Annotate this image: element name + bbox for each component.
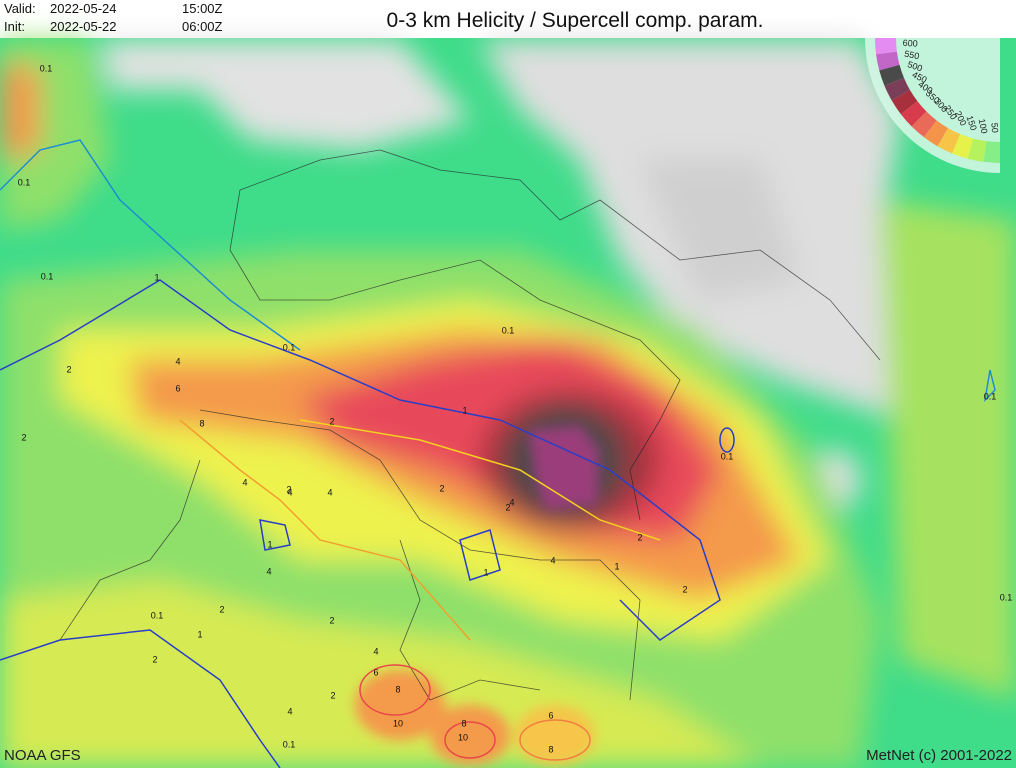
contour-label: 0.1 [40, 63, 53, 73]
contour-label: 6 [175, 383, 180, 393]
field-layer [0, 38, 1016, 768]
contours [0, 139, 996, 768]
contour-label: 0.1 [151, 610, 164, 620]
contour-label: 2 [219, 604, 224, 614]
contour-label: 8 [461, 718, 466, 728]
contour-label: 2 [505, 502, 510, 512]
legend-swatch [900, 101, 927, 127]
contour-label: 0.1 [283, 342, 296, 352]
contour-label: 8 [395, 684, 400, 694]
legend-label: 600 [902, 38, 918, 49]
contour-label: 1 [483, 567, 488, 577]
contour-label: 10 [393, 718, 403, 728]
contour-label: 4 [175, 356, 180, 366]
legend-label: 50 [989, 122, 1000, 133]
contour-label: 0.1 [721, 451, 734, 461]
legend-label: 150 [965, 114, 979, 131]
init-label: Init: [4, 19, 25, 34]
init-date: 2022-05-22 [50, 19, 117, 34]
legend-swatch [879, 64, 904, 86]
contour-label: 4 [287, 706, 292, 716]
legend-swatch [967, 138, 987, 162]
init-time: 06:00Z [182, 19, 223, 34]
contour-label: 2 [682, 584, 687, 594]
contour-label: 2 [21, 432, 26, 442]
contour-label: 1 [154, 272, 159, 282]
contour-label: 4 [550, 555, 555, 565]
contour-label: 2 [637, 532, 642, 542]
legend-swatch [923, 120, 948, 147]
legend-swatch [876, 51, 900, 71]
contour-label: 10 [458, 732, 468, 742]
legend-swatch [884, 77, 910, 101]
contour-label: 1 [462, 405, 467, 415]
contour-label: 4 [327, 487, 332, 497]
valid-label: Valid: [4, 1, 36, 16]
valid-time: 15:00Z [182, 1, 223, 16]
header-band [0, 0, 1016, 38]
contour-label: 0.1 [18, 177, 31, 187]
legend-label: 550 [904, 49, 921, 62]
contour-label: 4 [287, 487, 292, 497]
legend-label: 500 [906, 59, 923, 73]
contour-label: 2 [329, 615, 334, 625]
contour-label: 4 [509, 497, 514, 507]
contour-label: 8 [199, 418, 204, 428]
contour-label: 2 [152, 654, 157, 664]
contour-label: 2 [439, 483, 444, 493]
legend-swatch [875, 38, 897, 55]
contour-label: 4 [266, 566, 271, 576]
contour-label: 0.1 [502, 325, 515, 335]
contour-label: 1 [614, 561, 619, 571]
contour-label: 1 [267, 539, 272, 549]
contour-label: 4 [373, 646, 378, 656]
legend-swatch [952, 134, 974, 159]
contour-label: 0.1 [283, 739, 296, 749]
legend-swatch [911, 111, 937, 138]
credit: MetNet (c) 2001-2022 [866, 747, 1012, 764]
valid-date: 2022-05-24 [50, 1, 117, 16]
legend-swatch [937, 128, 961, 154]
source: NOAA GFS [4, 747, 81, 764]
contour-label: 4 [242, 477, 247, 487]
legend-swatch [891, 90, 918, 115]
contour-label: 2 [329, 416, 334, 426]
contour-label: 0.1 [1000, 592, 1013, 602]
title: 0-3 km Helicity / Supercell comp. param. [387, 9, 764, 32]
contour-label: 0.1 [41, 271, 54, 281]
legend-label: 100 [977, 118, 990, 135]
contour-label: 2 [330, 690, 335, 700]
contour-label: 1 [197, 629, 202, 639]
contour-label: 8 [548, 744, 553, 754]
contour-label: 2 [66, 364, 71, 374]
contour-label: 6 [373, 667, 378, 677]
borders [59, 149, 881, 701]
legend-swatch [983, 141, 1000, 163]
contour-label: 0.1 [984, 391, 997, 401]
contour-label: 2 [286, 484, 291, 494]
contour-label: 6 [548, 710, 553, 720]
